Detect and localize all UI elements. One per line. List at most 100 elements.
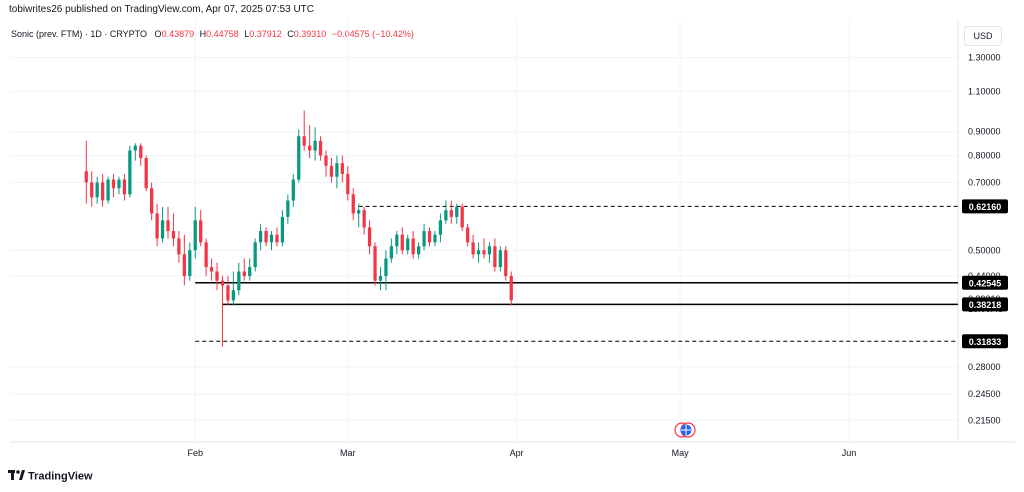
ohlc-legend: Sonic (prev. FTM) · 1D · CRYPTO O0.43879… <box>11 29 414 39</box>
candle-body <box>177 238 181 255</box>
candle-body <box>324 155 328 166</box>
candle-body <box>498 250 502 268</box>
open-value: 0.43879 <box>161 29 195 39</box>
candle-body <box>504 250 508 277</box>
event-icon[interactable] <box>674 422 696 438</box>
candle-body <box>193 220 197 251</box>
candle-body <box>362 210 366 228</box>
price-label-text: 0.38218 <box>969 300 1002 310</box>
price-label-text: 0.62160 <box>969 202 1002 212</box>
candle-body <box>275 234 279 243</box>
price-label-box <box>962 334 1008 349</box>
candle-body <box>199 220 203 243</box>
candle-body <box>286 200 290 217</box>
candle-body <box>160 220 165 239</box>
candle-body <box>237 271 241 291</box>
candle-body <box>248 267 252 277</box>
candle-body <box>482 250 486 255</box>
price-tick-label: 0.21500 <box>968 415 1001 425</box>
candle-body <box>444 210 448 221</box>
candle-body <box>291 179 295 201</box>
tradingview-logo-icon <box>8 470 25 483</box>
time-tick-label: Feb <box>187 448 203 458</box>
tradingview-footer: TradingView <box>8 470 93 483</box>
candle-body <box>340 163 344 174</box>
footer-brand: TradingView <box>28 470 93 483</box>
time-tick-label: Mar <box>340 448 356 458</box>
candle-body <box>242 271 246 277</box>
candle-body <box>476 250 481 255</box>
close-value: 0.39310 <box>293 29 327 39</box>
candle-body <box>166 220 170 232</box>
candle-body <box>144 158 148 189</box>
candle-body <box>346 173 350 195</box>
candle-body <box>106 179 110 201</box>
candle-body <box>460 206 464 228</box>
candle-body <box>280 216 285 243</box>
candle-body <box>139 145 143 159</box>
candle-body <box>297 136 301 180</box>
candle-body <box>367 227 372 247</box>
low-value: 0.37912 <box>249 29 282 39</box>
change-value: −0.04575 (−10.42%) <box>331 29 414 39</box>
close-label: C <box>287 29 294 39</box>
candle-body <box>416 246 421 255</box>
candle-body <box>466 227 470 243</box>
price-labels: 0.621600.425450.3931016:06:430.382180.31… <box>962 199 1008 349</box>
candle-body <box>111 179 116 189</box>
price-tick-label: 0.50000 <box>968 245 1001 255</box>
candle-body <box>318 140 323 156</box>
candle-body <box>487 246 492 255</box>
candle-body <box>438 220 443 235</box>
candle-body <box>302 136 306 146</box>
candle-body <box>95 182 99 198</box>
time-tick-label: May <box>672 448 690 458</box>
grid-lines <box>10 20 958 442</box>
candle-body <box>411 238 415 255</box>
candle-body <box>253 242 257 268</box>
candle-body <box>100 182 105 201</box>
currency-button[interactable]: USD <box>964 26 1002 46</box>
candles <box>84 110 513 347</box>
price-tick-label: 0.80000 <box>968 150 1001 160</box>
candle-body <box>84 171 88 183</box>
candle-body <box>150 188 154 214</box>
open-label: O <box>154 29 162 39</box>
time-tick-label: Jun <box>842 448 857 458</box>
candle-body <box>313 140 317 151</box>
candle-body <box>188 250 192 277</box>
candle-body <box>231 290 236 301</box>
candle-body <box>329 165 334 177</box>
price-label-box <box>962 199 1008 214</box>
candle-body <box>133 145 137 151</box>
candle-body <box>493 246 497 268</box>
price-label-text: 0.42545 <box>969 278 1002 288</box>
candle-body <box>155 213 159 239</box>
price-tick-label: 0.70000 <box>968 177 1001 187</box>
price-tick-label: 0.28000 <box>968 362 1001 372</box>
candle-body <box>378 276 383 281</box>
candle-body <box>351 194 355 214</box>
candle-body <box>90 182 94 198</box>
candle-body <box>182 254 186 277</box>
candle-body <box>384 258 388 277</box>
candle-body <box>427 231 432 243</box>
candle-body <box>215 271 219 281</box>
candle-body <box>433 234 437 243</box>
candle-body <box>509 276 513 301</box>
price-tick-label: 1.10000 <box>968 86 1001 96</box>
price-axis-ticks: 1.30000 1.10000 0.90000 0.80000 0.70000 0.500… <box>968 53 1001 426</box>
candle-body <box>400 234 404 251</box>
high-value: 0.44758 <box>206 29 239 39</box>
candle-body <box>406 238 410 251</box>
candle-body <box>269 234 274 243</box>
candle-body <box>308 145 312 151</box>
price-label-text: 0.31833 <box>969 337 1002 347</box>
price-tick-label: 1.30000 <box>968 53 1001 63</box>
candle-body <box>220 280 225 286</box>
candle-body <box>204 242 208 268</box>
symbol-name: Sonic (prev. FTM) · 1D · CRYPTO <box>11 29 148 39</box>
candle-body <box>264 231 268 243</box>
